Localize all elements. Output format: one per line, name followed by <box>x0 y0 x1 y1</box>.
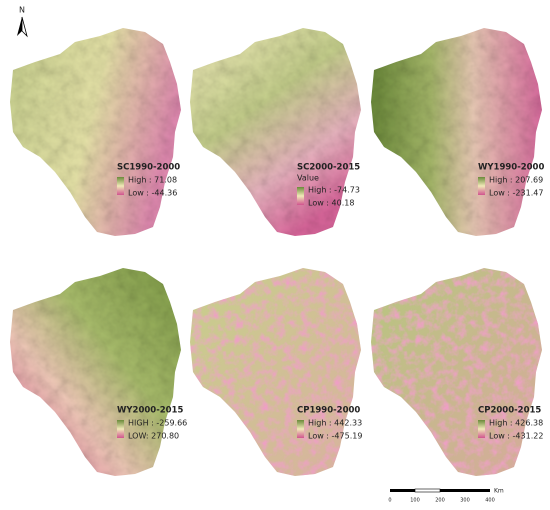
legend-high: High : -74.73 <box>308 186 360 195</box>
map-region <box>371 268 542 476</box>
panel-title: WY1990-2000 <box>478 163 544 173</box>
legend-swatch <box>117 420 124 438</box>
legend-high: High : 426.38 <box>489 419 543 428</box>
panel-title: CP2000-2015 <box>478 406 541 416</box>
map-panel: WY1990-2000 High : 207.69 Low : -231.47 <box>371 28 544 236</box>
map-region <box>10 268 181 476</box>
legend-swatch <box>117 177 124 195</box>
map-panel: CP1990-2000 High : 442.33 Low : -475.19 <box>190 268 362 476</box>
legend-high: High : 71.08 <box>128 176 177 185</box>
legend-low: Low : -44.36 <box>128 189 177 198</box>
legend-low: Low : -475.19 <box>308 432 362 441</box>
map-region <box>371 28 542 236</box>
legend-high: High : 442.33 <box>308 419 362 428</box>
legend-high: HIGH : -259.66 <box>128 419 187 428</box>
legend-swatch <box>478 420 485 438</box>
panel-title: WY2000-2015 <box>117 406 183 416</box>
scale-bar: 0 100 200 300 400 Km <box>388 488 504 504</box>
north-label: N <box>19 6 25 15</box>
panel-title: SC1990-2000 <box>117 163 180 173</box>
legend-low: Low : 40.18 <box>308 199 354 208</box>
legend-heading: Value <box>297 174 319 183</box>
legend-swatch <box>297 420 304 438</box>
map-region <box>190 268 361 476</box>
map-region <box>10 28 181 236</box>
scale-tick-label: 0 <box>388 498 391 504</box>
legend-swatch <box>297 187 304 205</box>
scale-tick-label: 400 <box>485 498 495 504</box>
legend-low: Low : -231.47 <box>489 189 543 198</box>
legend-low: Low : -431.22 <box>489 432 543 441</box>
scale-tick-label: 200 <box>435 498 445 504</box>
map-panel: SC1990-2000 High : 71.08 Low : -44.36 <box>10 28 181 236</box>
legend-high: High : 207.69 <box>489 176 543 185</box>
map-panel: WY2000-2015 HIGH : -259.66 LOW: 270.80 <box>10 268 187 476</box>
north-arrow: N <box>17 6 28 38</box>
scale-tick-label: 100 <box>410 498 420 504</box>
map-panel: CP2000-2015 High : 426.38 Low : -431.22 <box>371 268 543 476</box>
legend-low: LOW: 270.80 <box>128 432 179 441</box>
legend-swatch <box>478 177 485 195</box>
scale-unit: Km <box>494 488 504 495</box>
scale-tick-label: 300 <box>460 498 470 504</box>
panel-title: SC2000-2015 <box>297 163 360 173</box>
panel-title: CP1990-2000 <box>297 406 360 416</box>
